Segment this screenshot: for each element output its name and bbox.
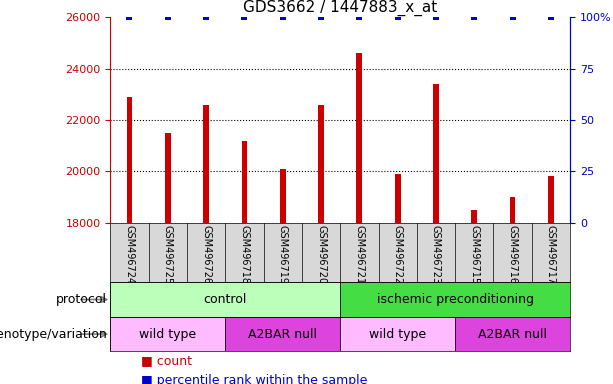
Point bbox=[316, 14, 326, 20]
Text: wild type: wild type bbox=[139, 328, 196, 341]
Bar bbox=[165, 133, 170, 384]
Text: wild type: wild type bbox=[369, 328, 426, 341]
Bar bbox=[340, 282, 570, 317]
Bar bbox=[110, 317, 225, 351]
Text: GSM496716: GSM496716 bbox=[508, 225, 517, 283]
Bar bbox=[357, 53, 362, 384]
Bar bbox=[110, 282, 340, 317]
Point bbox=[201, 14, 211, 20]
Point bbox=[393, 14, 403, 20]
Point bbox=[470, 14, 479, 20]
Bar bbox=[318, 104, 324, 384]
Bar bbox=[471, 210, 477, 384]
Title: GDS3662 / 1447883_x_at: GDS3662 / 1447883_x_at bbox=[243, 0, 437, 16]
Text: GSM496719: GSM496719 bbox=[278, 225, 287, 283]
Text: GSM496715: GSM496715 bbox=[470, 225, 479, 284]
Bar bbox=[280, 169, 286, 384]
Bar bbox=[455, 317, 570, 351]
Text: genotype/variation: genotype/variation bbox=[0, 328, 107, 341]
Bar bbox=[548, 177, 554, 384]
Bar bbox=[433, 84, 439, 384]
Point bbox=[240, 14, 249, 20]
Text: ischemic preconditioning: ischemic preconditioning bbox=[376, 293, 534, 306]
Text: control: control bbox=[204, 293, 247, 306]
Text: A2BAR null: A2BAR null bbox=[248, 328, 318, 341]
Bar bbox=[395, 174, 400, 384]
Text: GSM496717: GSM496717 bbox=[546, 225, 556, 284]
Point bbox=[163, 14, 173, 20]
Bar bbox=[340, 317, 455, 351]
Point bbox=[508, 14, 517, 20]
Text: ■ percentile rank within the sample: ■ percentile rank within the sample bbox=[141, 374, 367, 384]
Bar bbox=[204, 104, 209, 384]
Text: GSM496724: GSM496724 bbox=[124, 225, 134, 284]
Bar bbox=[127, 97, 132, 384]
Text: GSM496725: GSM496725 bbox=[163, 225, 173, 284]
Text: GSM496718: GSM496718 bbox=[240, 225, 249, 283]
Text: A2BAR null: A2BAR null bbox=[478, 328, 547, 341]
Text: GSM496721: GSM496721 bbox=[354, 225, 364, 284]
Point bbox=[278, 14, 287, 20]
Text: protocol: protocol bbox=[56, 293, 107, 306]
Point bbox=[124, 14, 134, 20]
Point bbox=[546, 14, 556, 20]
Bar bbox=[226, 317, 340, 351]
Text: GSM496722: GSM496722 bbox=[393, 225, 403, 284]
Text: GSM496720: GSM496720 bbox=[316, 225, 326, 284]
Bar bbox=[242, 141, 247, 384]
Point bbox=[431, 14, 441, 20]
Point bbox=[354, 14, 364, 20]
Text: GSM496723: GSM496723 bbox=[431, 225, 441, 284]
Bar bbox=[510, 197, 516, 384]
Text: ■ count: ■ count bbox=[141, 354, 192, 367]
Text: GSM496726: GSM496726 bbox=[201, 225, 211, 284]
